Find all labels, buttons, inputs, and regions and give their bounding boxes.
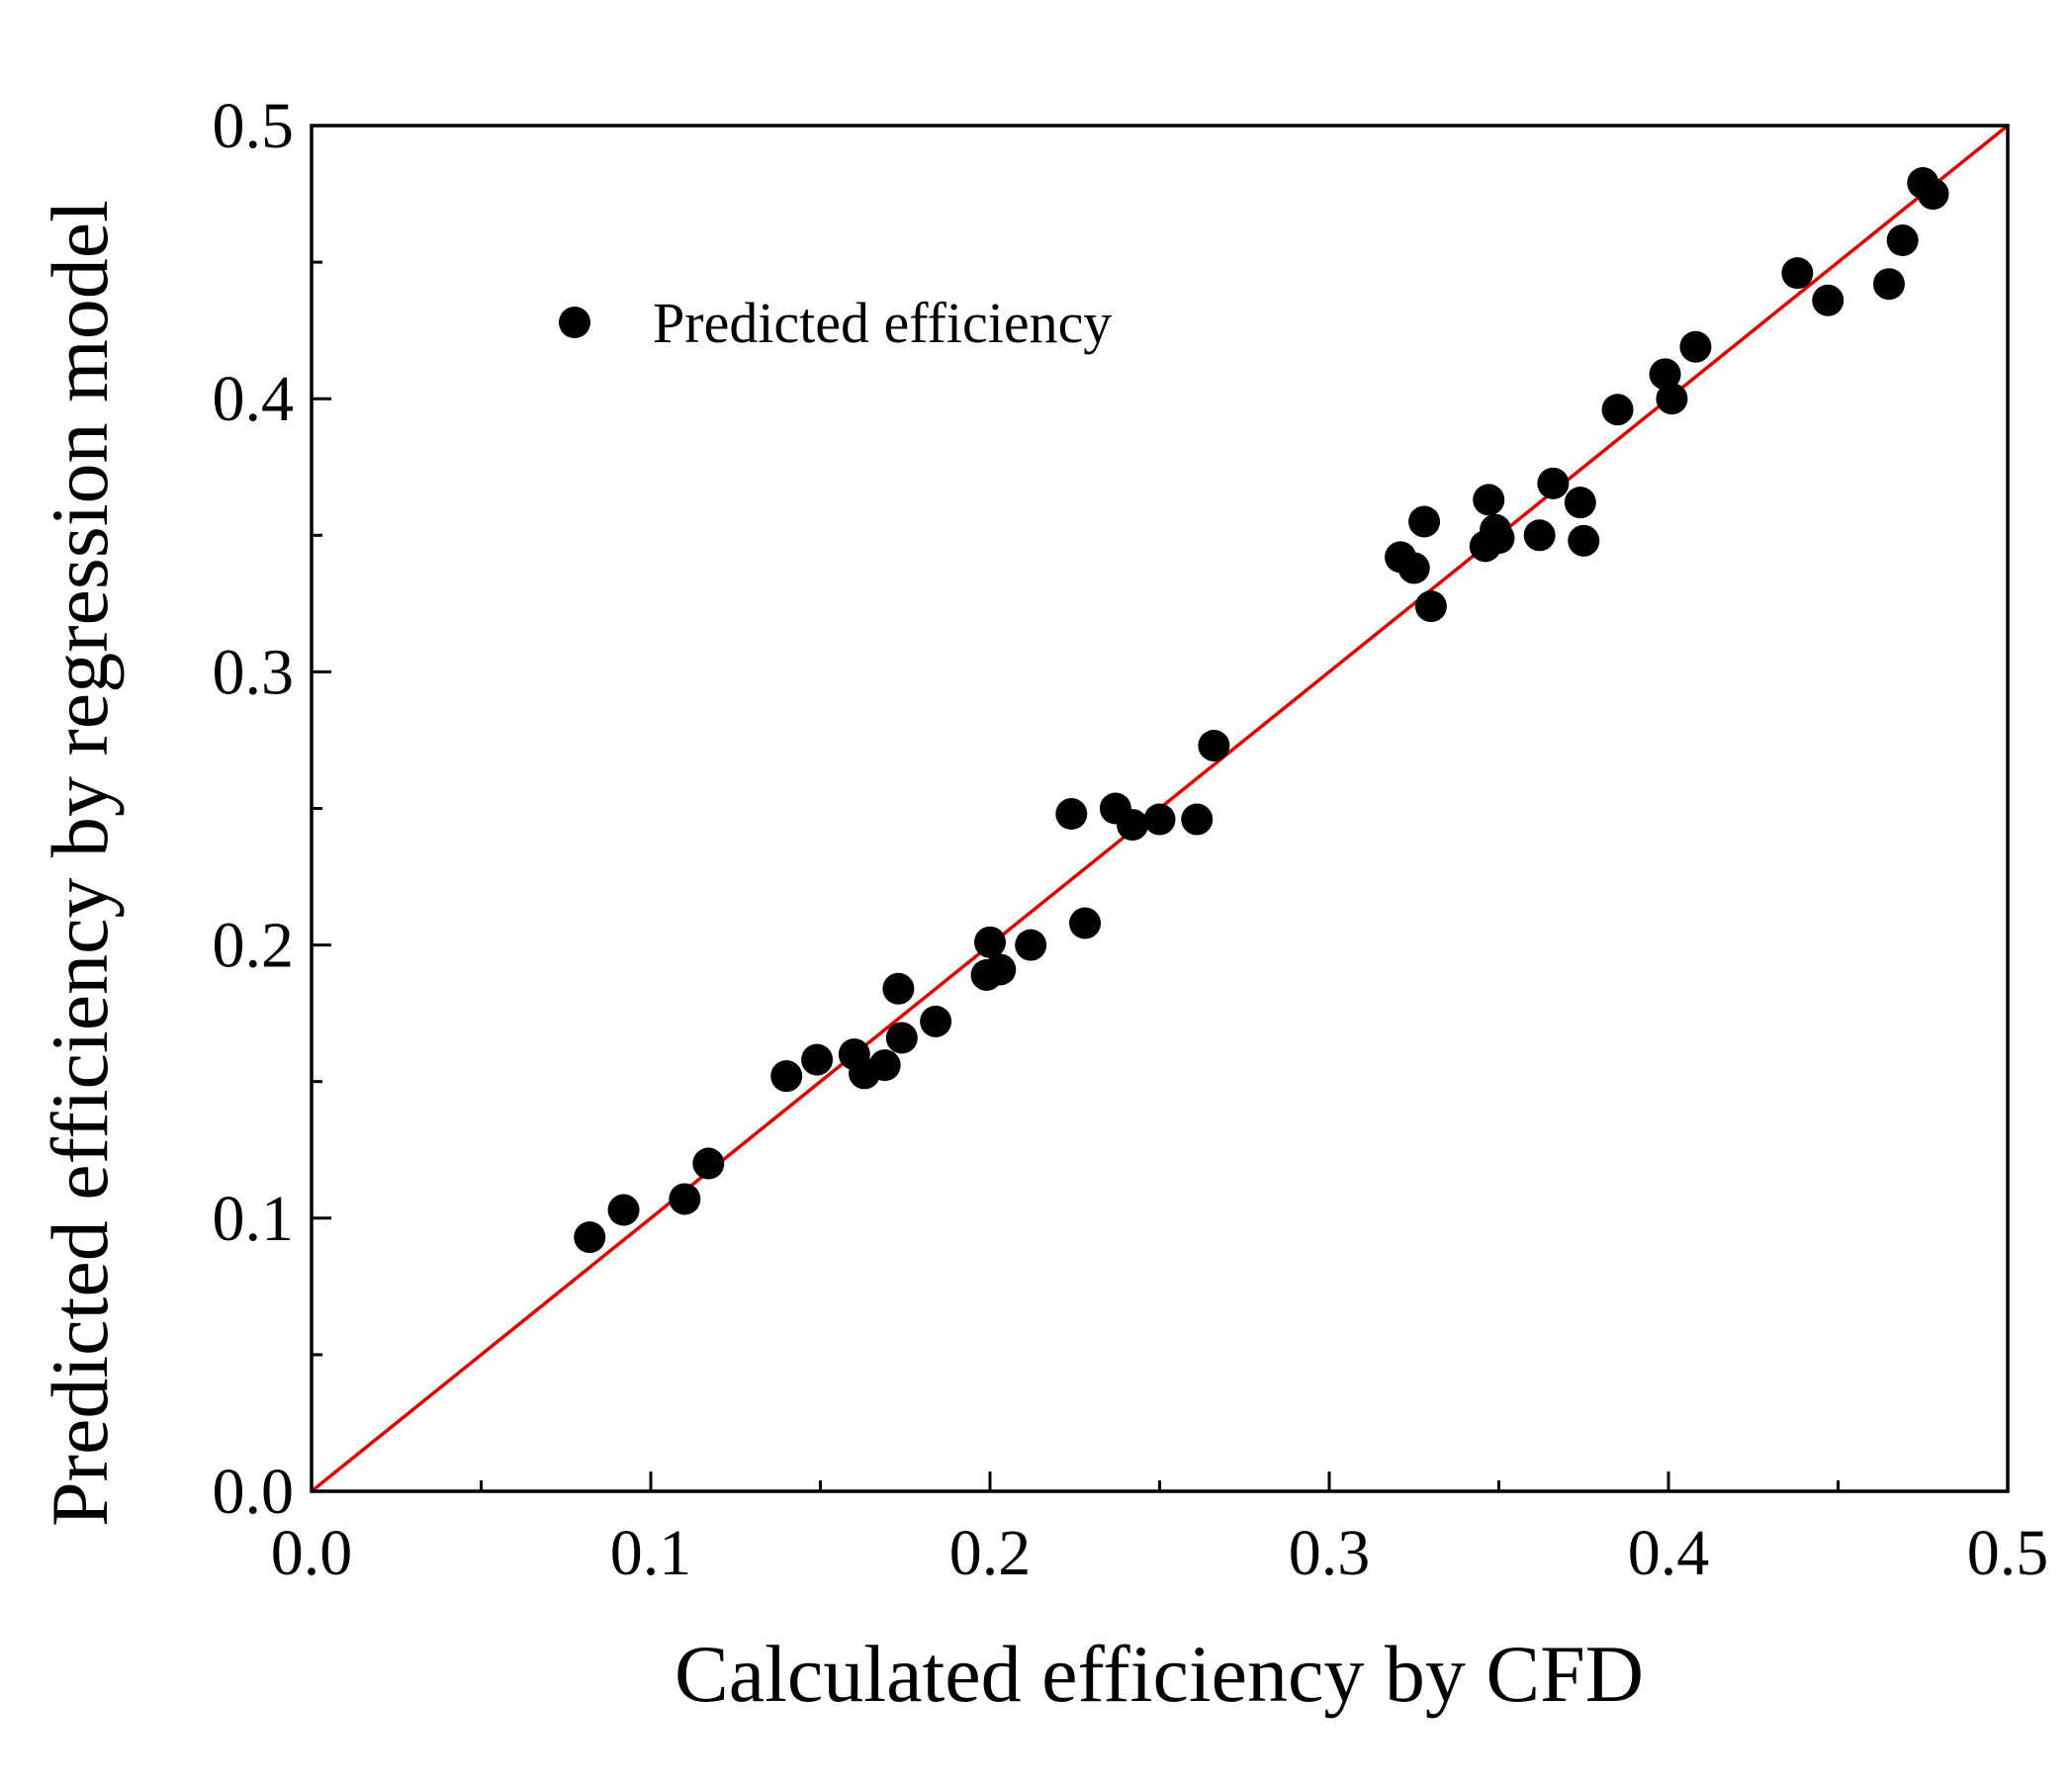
x-tick-label: 0.3 [1289,1517,1371,1589]
data-point [1886,224,1919,257]
x-tick-label: 0.4 [1628,1517,1710,1589]
data-point [1117,809,1149,842]
plot-frame [310,124,2010,1493]
data-point [885,1022,918,1054]
data-point [1564,487,1596,519]
y-tick-label: 0.5 [213,90,295,162]
data-point [1473,484,1505,516]
y-tick-label: 0.0 [213,1456,295,1528]
data-point [1055,798,1088,831]
data-point [770,1060,803,1093]
data-point [669,1183,701,1215]
data-point [1143,803,1176,836]
data-point [920,1005,952,1037]
data-point [868,1049,901,1082]
data-point [1656,383,1688,415]
data-point [607,1194,640,1226]
data-point [1679,330,1712,363]
data-point [574,1221,606,1254]
data-point [1568,524,1600,557]
legend: Predicted efficiency [559,291,1112,355]
data-point [1414,590,1447,623]
data-point [1523,519,1556,552]
data-point [984,953,1017,986]
x-tick-label: 0.1 [610,1517,692,1589]
y-tick-label: 0.4 [213,363,295,435]
data-point [801,1043,834,1076]
data-point [1069,907,1102,939]
plot-area: 0.0 0.1 0.2 0.3 0.4 0.5 0.0 0.1 0.2 0.3 0.4 0.5 [213,90,2049,1589]
data-point [1181,803,1214,836]
y-tick-label: 0.2 [213,910,295,982]
data-point [1917,178,1949,211]
data-point [692,1147,725,1180]
data-point [1872,268,1905,301]
y-tick-label: 0.3 [213,636,295,708]
data-point [1015,929,1047,961]
x-tick-label: 0.0 [271,1517,353,1589]
x-axis-title: Calculated efficiency by CFD [675,1629,1644,1719]
data-point [1649,358,1681,391]
x-tick-label: 0.5 [1967,1517,2049,1589]
data-point [882,972,915,1005]
data-point [1601,394,1634,426]
data-point [974,926,1006,958]
y-tick-label: 0.1 [213,1183,295,1255]
data-point [1812,284,1845,316]
data-point [1781,257,1814,290]
data-point [1397,552,1430,584]
legend-marker-predicted-efficiency [559,307,590,338]
legend-label-predicted-efficiency: Predicted efficiency [653,291,1112,355]
data-point [1483,522,1515,555]
data-point [1537,467,1570,499]
x-tick-label: 0.2 [949,1517,1032,1589]
data-point [1408,505,1441,538]
y-axis-title: Predicted efficiency by regression model [35,200,125,1527]
data-point [1198,729,1230,761]
